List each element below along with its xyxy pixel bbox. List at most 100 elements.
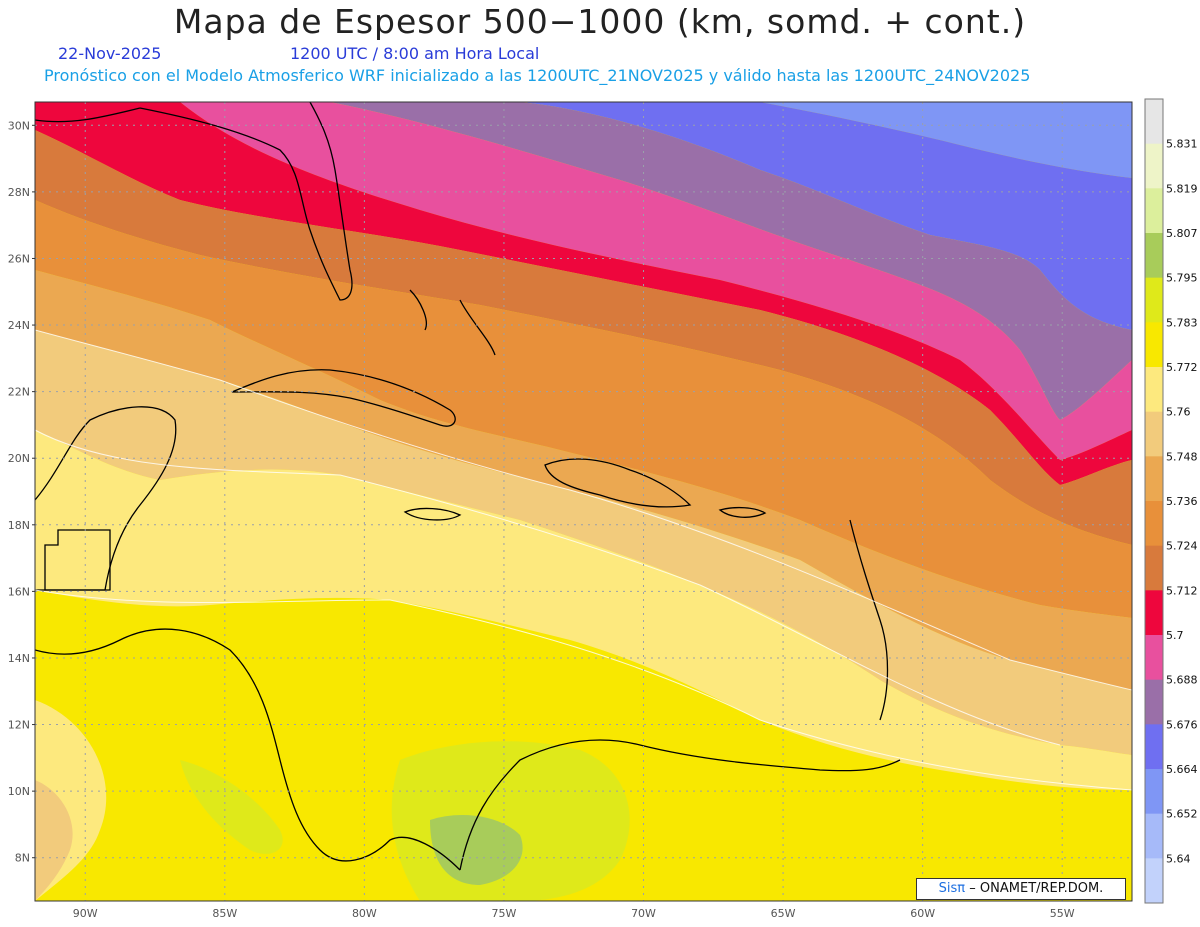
latitude-label: 24N: [8, 319, 30, 332]
band-5.736: [35, 270, 1132, 690]
colorbar-level-label: 5.724: [1166, 540, 1198, 553]
colorbar-level-label: 5.652: [1166, 808, 1198, 821]
latitude-label: 22N: [8, 386, 30, 399]
band-5.795: [391, 741, 630, 901]
colorbar-swatch: [1145, 590, 1163, 636]
colorbar-swatch: [1145, 277, 1163, 323]
colorbar-swatch: [1145, 367, 1163, 413]
central-america: [35, 628, 461, 871]
latitude-label: 28N: [8, 186, 30, 199]
colorbar-frame: [1144, 98, 1164, 904]
time-label: 1200 UTC / 8:00 am Hora Local: [290, 44, 540, 63]
latitude-label: 8N: [15, 852, 30, 865]
longitude-label: 55W: [1050, 907, 1075, 920]
colorbar-swatch: [1145, 456, 1163, 502]
colorbar-level-label: 5.783: [1166, 316, 1198, 329]
colorbar-level-label: 5.772: [1166, 361, 1198, 374]
colorbar-level-label: 5.76: [1166, 406, 1191, 419]
colorbar-swatch: [1145, 858, 1163, 904]
colorbar-swatch: [1145, 411, 1163, 457]
longitude-label: 60W: [910, 907, 935, 920]
credit-box: Sisπ – ONAMET/REP.DOM.: [916, 878, 1126, 900]
colorbar-level-label: 5.748: [1166, 450, 1198, 463]
colorbar-swatch: [1145, 545, 1163, 591]
colorbar-swatch: [1145, 233, 1163, 279]
colorbar-swatch: [1145, 501, 1163, 547]
longitude-label: 85W: [212, 907, 237, 920]
graticule: [35, 102, 1132, 901]
cuba: [231, 369, 456, 427]
colorbar-level-label: 5.664: [1166, 763, 1198, 776]
colorbar-level-label: 5.819: [1166, 182, 1198, 195]
band-5.652-fill: [760, 102, 1132, 178]
latitude-label: 26N: [8, 252, 30, 265]
latitude-label: 18N: [8, 519, 30, 532]
bahamas-2: [459, 299, 496, 356]
latitude-label: 12N: [8, 719, 30, 732]
south-america-north: [459, 739, 901, 871]
band-5.712: [35, 130, 1132, 545]
map-frame: [34, 101, 1133, 902]
latitude-label: 16N: [8, 585, 30, 598]
colorbar-level-label: 5.676: [1166, 718, 1198, 731]
bahamas-1: [409, 289, 427, 331]
longitude-lines: [84, 102, 1063, 901]
jamaica: [403, 507, 462, 521]
band-5.7: [35, 102, 1132, 485]
forecast-info: Pronóstico con el Modelo Atmosferico WRF…: [44, 66, 1031, 85]
colorbar-level-label: 5.688: [1166, 674, 1198, 687]
band-5.664: [520, 102, 1132, 330]
colorbar-swatch: [1145, 724, 1163, 770]
date-label: 22-Nov-2025: [58, 44, 162, 63]
colorbar-swatch: [1145, 813, 1163, 859]
coastlines: [35, 102, 901, 871]
latitude-labels: 30N 28N 26N 24N 22N 20N 18N 16N 14N 12N 10N 8N: [8, 119, 35, 865]
band-5.76: [35, 430, 1132, 790]
latitude-label: 14N: [8, 652, 30, 665]
latitude-label: 10N: [8, 785, 30, 798]
florida-coast: [139, 102, 353, 301]
band-5.688: [180, 102, 1132, 460]
colorbar-swatch: [1145, 99, 1163, 145]
longitude-label: 75W: [492, 907, 517, 920]
puerto-rico: [718, 506, 767, 518]
band-5.795-b: [180, 760, 283, 854]
lesser-antilles: [849, 519, 889, 721]
band-5.64: [35, 0, 1132, 102]
colorbar-level-label: 5.7: [1166, 629, 1184, 642]
filled-contours: [35, 0, 1132, 901]
band-5.676: [330, 102, 1132, 420]
colorbar-level-label: 5.712: [1166, 584, 1198, 597]
latitude-label: 30N: [8, 119, 30, 132]
credit-text: – ONAMET/REP.DOM.: [969, 881, 1104, 896]
longitude-label: 90W: [73, 907, 98, 920]
latitude-label: 20N: [8, 452, 30, 465]
colorbar-swatch: [1145, 143, 1163, 189]
colorbar-swatch: [1145, 679, 1163, 725]
longitude-label: 65W: [771, 907, 796, 920]
colorbar-swatch: [1145, 322, 1163, 368]
colorbar-level-label: 5.64: [1166, 852, 1191, 865]
colorbar-swatch: [1145, 769, 1163, 815]
colorbar-level-label: 5.736: [1166, 495, 1198, 508]
latitude-lines: [35, 124, 1132, 859]
colorbar-level-label: 5.831: [1166, 138, 1198, 151]
colorbar: 5.831 5.819 5.807 5.795 5.783 5.772 5.76 5.748 5…: [1144, 98, 1198, 904]
colorbar-level-label: 5.795: [1166, 272, 1198, 285]
belize-border: [44, 529, 111, 591]
colorbar-level-label: 5.807: [1166, 227, 1198, 240]
longitude-label: 80W: [352, 907, 377, 920]
colorbar-swatch: [1145, 635, 1163, 681]
band-5.724: [35, 200, 1132, 618]
yucatan: [35, 406, 177, 591]
longitude-labels: 90W 85W 80W 75W 70W 65W 60W 55W: [73, 907, 1075, 920]
longitude-label: 70W: [631, 907, 656, 920]
colorbar-swatch: [1145, 188, 1163, 234]
map-title: Mapa de Espesor 500−1000 (km, somd. + co…: [173, 2, 1027, 41]
gulf-coast: [35, 107, 141, 123]
band-5.748-south: [35, 780, 73, 901]
hispaniola: [544, 458, 692, 508]
sis-logo-text: Sisπ: [938, 881, 966, 896]
band-5.807: [430, 815, 523, 885]
